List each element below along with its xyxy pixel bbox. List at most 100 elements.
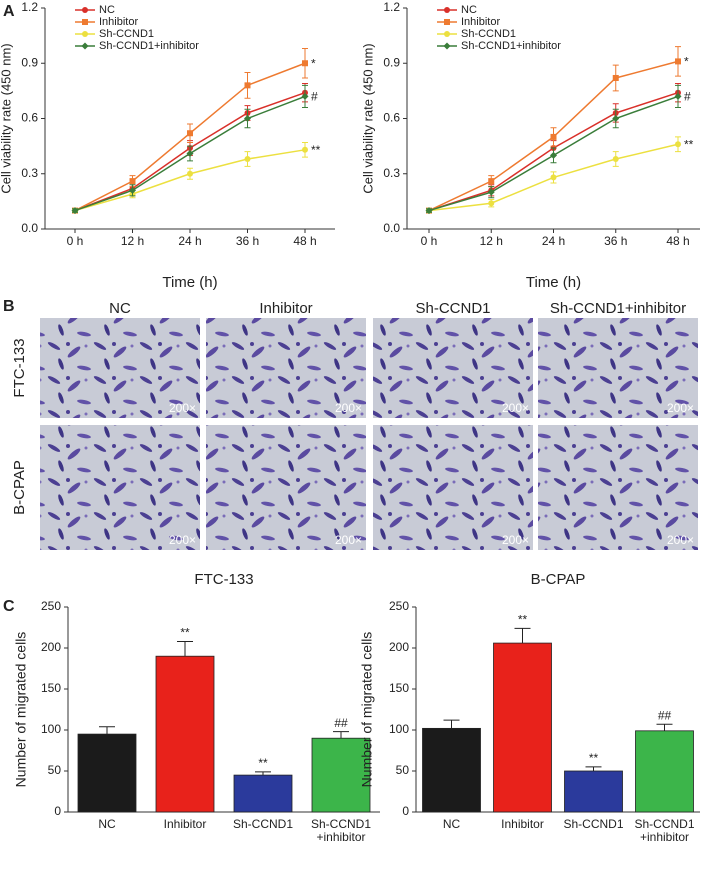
panel-label: A bbox=[3, 3, 15, 20]
bar bbox=[311, 737, 371, 813]
annotation: ** bbox=[589, 751, 599, 765]
point bbox=[612, 115, 620, 122]
panel-label: B bbox=[3, 298, 15, 315]
point bbox=[129, 186, 136, 194]
x-tick-label: Inhibitor bbox=[501, 818, 544, 831]
annotation: ** bbox=[311, 143, 321, 157]
x-tick-label-box: Inhibitor bbox=[164, 818, 207, 831]
y-tick-label: 0.6 bbox=[383, 111, 400, 125]
point bbox=[550, 174, 557, 181]
column-label: NC bbox=[109, 300, 131, 317]
magnification: 200× bbox=[335, 533, 362, 547]
point bbox=[302, 60, 308, 67]
bar bbox=[493, 642, 552, 813]
magnification: 200× bbox=[667, 401, 694, 415]
y-axis-label: Cell viability rate (450 nm) bbox=[360, 43, 375, 193]
y-tick-label: 0.6 bbox=[21, 111, 38, 125]
point bbox=[82, 31, 88, 37]
micrograph bbox=[373, 318, 533, 418]
error-bar bbox=[656, 723, 673, 731]
bar bbox=[635, 730, 694, 813]
y-tick-label: 0 bbox=[54, 804, 61, 818]
annotation: # bbox=[311, 90, 318, 104]
y-tick-label: 200 bbox=[389, 640, 409, 654]
micrograph bbox=[373, 425, 533, 550]
x-tick-label-box: Sh-CCND1 +inhibitor bbox=[311, 818, 371, 844]
x-tick-label-box: NC bbox=[98, 818, 116, 831]
micrograph bbox=[40, 318, 200, 418]
y-tick-label: 150 bbox=[389, 681, 409, 695]
point bbox=[444, 7, 450, 13]
x-tick-label-box: Inhibitor bbox=[501, 818, 544, 831]
point bbox=[71, 207, 79, 215]
error-bar bbox=[177, 640, 193, 657]
micrograph bbox=[206, 318, 366, 418]
point bbox=[302, 146, 308, 153]
point bbox=[244, 82, 251, 89]
bar bbox=[233, 774, 293, 813]
x-tick-label-box: Sh-CCND1 bbox=[232, 818, 293, 831]
bar bbox=[422, 727, 481, 813]
y-tick-label: 0.3 bbox=[383, 166, 400, 180]
y-axis-label: Cell viability rate (450 nm) bbox=[0, 43, 13, 193]
legend-label: Sh-CCND1+inhibitor bbox=[99, 40, 199, 52]
x-tick-label: NC bbox=[98, 818, 116, 831]
x-tick-label: 36 h bbox=[604, 234, 627, 248]
y-tick-label: 150 bbox=[41, 681, 61, 695]
y-tick-label: 0 bbox=[402, 804, 409, 818]
chart-title: FTC-133 bbox=[194, 571, 253, 588]
x-tick-label: Sh-CCND1 +inhibitor bbox=[634, 818, 695, 844]
error-bar bbox=[585, 766, 602, 771]
magnification: 200× bbox=[502, 401, 529, 415]
annotation: ** bbox=[180, 626, 190, 640]
y-tick-label: 100 bbox=[389, 722, 409, 736]
point bbox=[425, 207, 433, 215]
annotation: ** bbox=[684, 137, 694, 151]
point bbox=[612, 156, 619, 163]
x-tick-label-box: Sh-CCND1 +inhibitor bbox=[634, 818, 695, 844]
error-bar bbox=[255, 771, 271, 776]
magnification: 200× bbox=[169, 533, 196, 547]
y-tick-label: 0.9 bbox=[21, 55, 38, 69]
point bbox=[488, 200, 495, 207]
x-tick-label-box: Sh-CCND1 bbox=[563, 818, 623, 831]
micrograph bbox=[538, 425, 698, 550]
point bbox=[443, 42, 451, 50]
y-tick-label: 0.9 bbox=[383, 55, 400, 69]
legend-label: NC bbox=[461, 4, 477, 16]
point bbox=[187, 130, 193, 137]
y-tick-label: 100 bbox=[41, 722, 61, 736]
point bbox=[612, 74, 619, 81]
column-label: Sh-CCND1+inhibitor bbox=[550, 300, 686, 317]
magnification: 200× bbox=[667, 533, 694, 547]
annotation: ** bbox=[518, 612, 528, 626]
point bbox=[244, 156, 251, 163]
annotation: ## bbox=[658, 708, 672, 722]
magnification: 200× bbox=[502, 533, 529, 547]
micrograph bbox=[538, 318, 698, 418]
point bbox=[488, 178, 495, 185]
point bbox=[444, 31, 450, 37]
point bbox=[487, 188, 495, 196]
point bbox=[550, 151, 557, 159]
y-tick-label: 0.0 bbox=[21, 221, 38, 235]
point bbox=[675, 141, 681, 148]
x-tick-label: Sh-CCND1 bbox=[232, 818, 293, 831]
x-tick-label: 24 h bbox=[542, 234, 565, 248]
x-tick-label: 12 h bbox=[480, 234, 503, 248]
y-tick-label: 0.0 bbox=[383, 221, 400, 235]
y-tick-label: 200 bbox=[41, 640, 61, 654]
y-tick-label: 250 bbox=[41, 599, 61, 613]
error-bar bbox=[514, 627, 531, 644]
bar bbox=[155, 655, 215, 813]
column-label: Inhibitor bbox=[259, 300, 312, 317]
point bbox=[675, 58, 681, 65]
legend-label: Sh-CCND1 bbox=[99, 28, 154, 40]
annotation: * bbox=[311, 56, 316, 70]
error-bar bbox=[99, 726, 115, 735]
point bbox=[444, 19, 450, 25]
magnification: 200× bbox=[335, 401, 362, 415]
y-tick-label: 50 bbox=[48, 763, 62, 777]
y-tick-label: 0.3 bbox=[21, 166, 38, 180]
